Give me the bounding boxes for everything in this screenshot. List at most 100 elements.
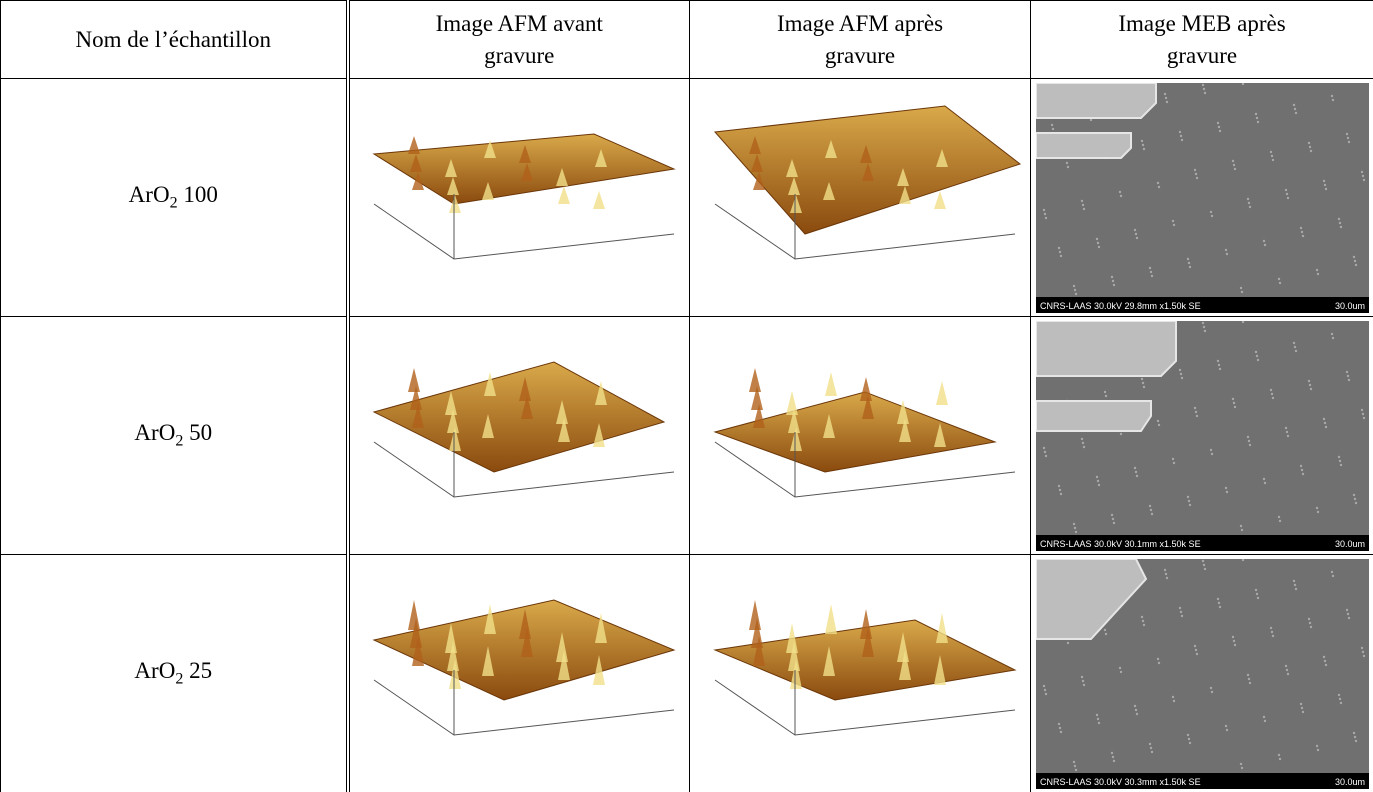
header-cell: Image MEB après gravure — [1030, 0, 1373, 79]
afm-peak — [790, 658, 802, 689]
sem-speck — [1134, 470, 1137, 473]
afm-peak — [410, 617, 423, 648]
afm-before-cell — [347, 554, 690, 792]
sem-speck — [1248, 681, 1251, 684]
sem-speck — [1172, 699, 1175, 702]
sem-speck — [1134, 232, 1137, 235]
sem-speck — [1111, 517, 1114, 520]
sem-speck — [1104, 632, 1107, 635]
sem-speck — [1178, 368, 1181, 371]
sem-speck — [1097, 245, 1100, 248]
afm-peak — [558, 417, 571, 442]
afm-peak — [519, 376, 532, 401]
afm-peak — [899, 185, 911, 204]
sem-speck — [1307, 379, 1310, 382]
sem-speck — [1042, 208, 1045, 211]
sem-speck — [1082, 207, 1085, 210]
afm-peak — [899, 417, 911, 442]
sem-speck — [1179, 134, 1182, 137]
sem-speck — [1171, 695, 1174, 698]
sem-speck — [1301, 472, 1304, 475]
sem-speck — [1309, 387, 1312, 390]
sem-speck — [1254, 350, 1257, 353]
header-cell: Image AFM avant gravure — [347, 0, 690, 79]
sem-speck — [1338, 459, 1341, 462]
sem-speck — [1193, 168, 1196, 171]
sem-speck — [1096, 479, 1099, 482]
afm-peak — [408, 135, 421, 154]
afm-peak — [934, 654, 946, 685]
afm-peak — [790, 194, 802, 213]
sem-speck — [1140, 377, 1143, 380]
sem-speck — [1203, 567, 1206, 570]
sem-speck — [1362, 654, 1365, 657]
sem-speck — [1133, 466, 1136, 469]
sem-speck — [1337, 455, 1340, 458]
sem-speck — [1209, 686, 1212, 689]
sem-cantilever — [1035, 82, 1157, 119]
sem-speck — [1240, 528, 1243, 531]
sample-name-cell: ArO2 100 — [0, 78, 350, 317]
afm-peak — [445, 390, 458, 415]
sem-speck — [1225, 728, 1228, 731]
sem-speck — [1231, 397, 1234, 400]
sem-speck — [1201, 321, 1204, 324]
sem-speck — [1316, 748, 1319, 751]
sem-speck — [1239, 286, 1242, 289]
sem-speck — [1284, 426, 1287, 429]
sem-speck — [1202, 563, 1205, 566]
sem-speck — [1042, 684, 1045, 687]
sem-speck — [1104, 394, 1107, 397]
sem-caption: CNRS-LAAS 30.0kV 29.8mm x1.50k SE — [1040, 301, 1201, 311]
sem-speck — [1164, 572, 1167, 575]
sample-ratio: 50 — [189, 420, 213, 446]
afm-peak — [899, 649, 911, 680]
sem-speck — [1284, 664, 1287, 667]
afm-peak — [934, 190, 946, 209]
sem-speck — [1210, 214, 1213, 217]
sem-speck — [1194, 410, 1197, 413]
sem-speck — [1352, 255, 1355, 258]
header-text: Nom de l’échantillon — [75, 26, 271, 52]
sem-speck — [1241, 82, 1244, 85]
sem-speck — [1044, 216, 1047, 219]
sem-caption: CNRS-LAAS 30.0kV 30.1mm x1.50k SE — [1040, 539, 1201, 549]
afm-peak — [897, 631, 909, 662]
sem-speck — [1262, 477, 1265, 480]
header-row: Nom de l’échantillon Image AFM avant gra… — [0, 0, 1373, 79]
afm-peak — [412, 403, 425, 428]
afm-peak — [753, 171, 765, 190]
sem-speck — [1195, 652, 1198, 655]
sem-speck — [1194, 648, 1197, 651]
afm-peak — [862, 626, 874, 657]
sem-speck — [1241, 320, 1244, 323]
afm-image — [372, 132, 677, 260]
sem-speck — [1331, 574, 1334, 577]
afm-peak — [412, 171, 425, 190]
sem-speck — [1353, 497, 1356, 500]
sem-speck — [1256, 596, 1259, 599]
sem-speck — [1135, 236, 1138, 239]
sem-speck — [1323, 421, 1326, 424]
sem-speck — [1111, 755, 1114, 758]
sem-speck — [1271, 634, 1274, 637]
afm-peak — [521, 162, 534, 181]
sem-speck — [1354, 501, 1357, 504]
sem-speck — [1043, 450, 1046, 453]
sem-speck — [1360, 646, 1363, 649]
sem-speck — [1202, 325, 1205, 328]
sem-speck — [1180, 138, 1183, 141]
sem-speck — [1300, 230, 1303, 233]
sem-speck — [1300, 706, 1303, 709]
sem-speck — [1210, 690, 1213, 693]
afm-peak — [410, 153, 423, 172]
sem-speck — [1171, 457, 1174, 460]
sem-speck — [1233, 167, 1236, 170]
sem-speck — [1156, 657, 1159, 660]
table-row: ArO2 50 CNRS-LAAS 30.0kV 30.1mm x1.50k SE… — [0, 316, 1373, 555]
sem-speck — [1210, 452, 1213, 455]
sem-speck — [1337, 217, 1340, 220]
sem-speck — [1110, 513, 1113, 516]
afm-peak — [447, 176, 460, 195]
